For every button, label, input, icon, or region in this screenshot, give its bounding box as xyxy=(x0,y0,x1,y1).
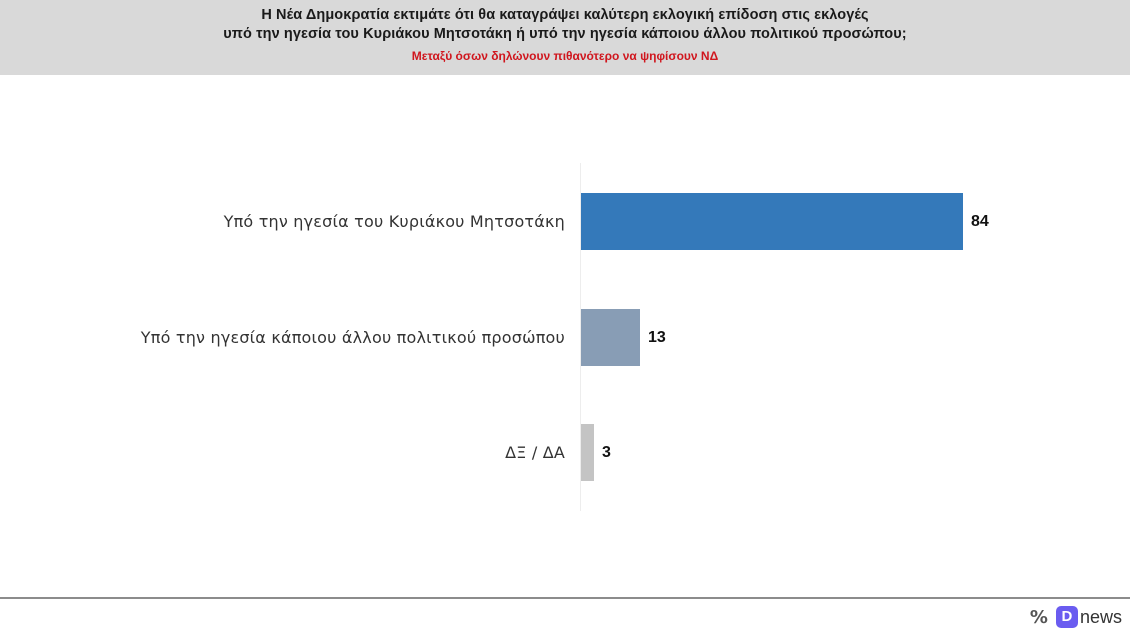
value-label: 84 xyxy=(971,213,989,230)
category-label: Υπό την ηγεσία κάποιου άλλου πολιτικού π… xyxy=(140,328,565,347)
value-label: 3 xyxy=(602,444,611,461)
bar xyxy=(581,193,963,250)
brand-name: news xyxy=(1079,606,1122,627)
dnews-logo-icon: D xyxy=(1055,606,1078,628)
bar-row: Υπό την ηγεσία κάποιου άλλου πολιτικού π… xyxy=(0,309,1130,367)
bar xyxy=(581,309,640,366)
category-label: ΔΞ / ΔΑ xyxy=(505,443,565,462)
chart-header: Η Νέα Δημοκρατία εκτιμάτε ότι θα καταγρά… xyxy=(0,0,1130,75)
y-axis-line xyxy=(580,163,581,511)
percent-icon: % xyxy=(1029,606,1048,628)
brand-logo: % D news xyxy=(1030,603,1122,631)
bar-row: Υπό την ηγεσία του Κυριάκου Μητσοτάκη 84 xyxy=(0,193,1130,251)
chart-title-line-2: υπό την ηγεσία του Κυριάκου Μητσοτάκη ή … xyxy=(223,26,907,42)
chart-title-line-1: Η Νέα Δημοκρατία εκτιμάτε ότι θα καταγρά… xyxy=(261,7,869,23)
chart-subtitle: Μεταξύ όσων δηλώνουν πιθανότερο να ψηφίσ… xyxy=(411,49,719,63)
category-label: Υπό την ηγεσία του Κυριάκου Μητσοτάκη xyxy=(223,212,565,231)
footer-divider xyxy=(0,597,1130,599)
bar xyxy=(581,424,594,481)
bar-row: ΔΞ / ΔΑ 3 xyxy=(0,424,1130,482)
value-label: 13 xyxy=(648,329,666,346)
